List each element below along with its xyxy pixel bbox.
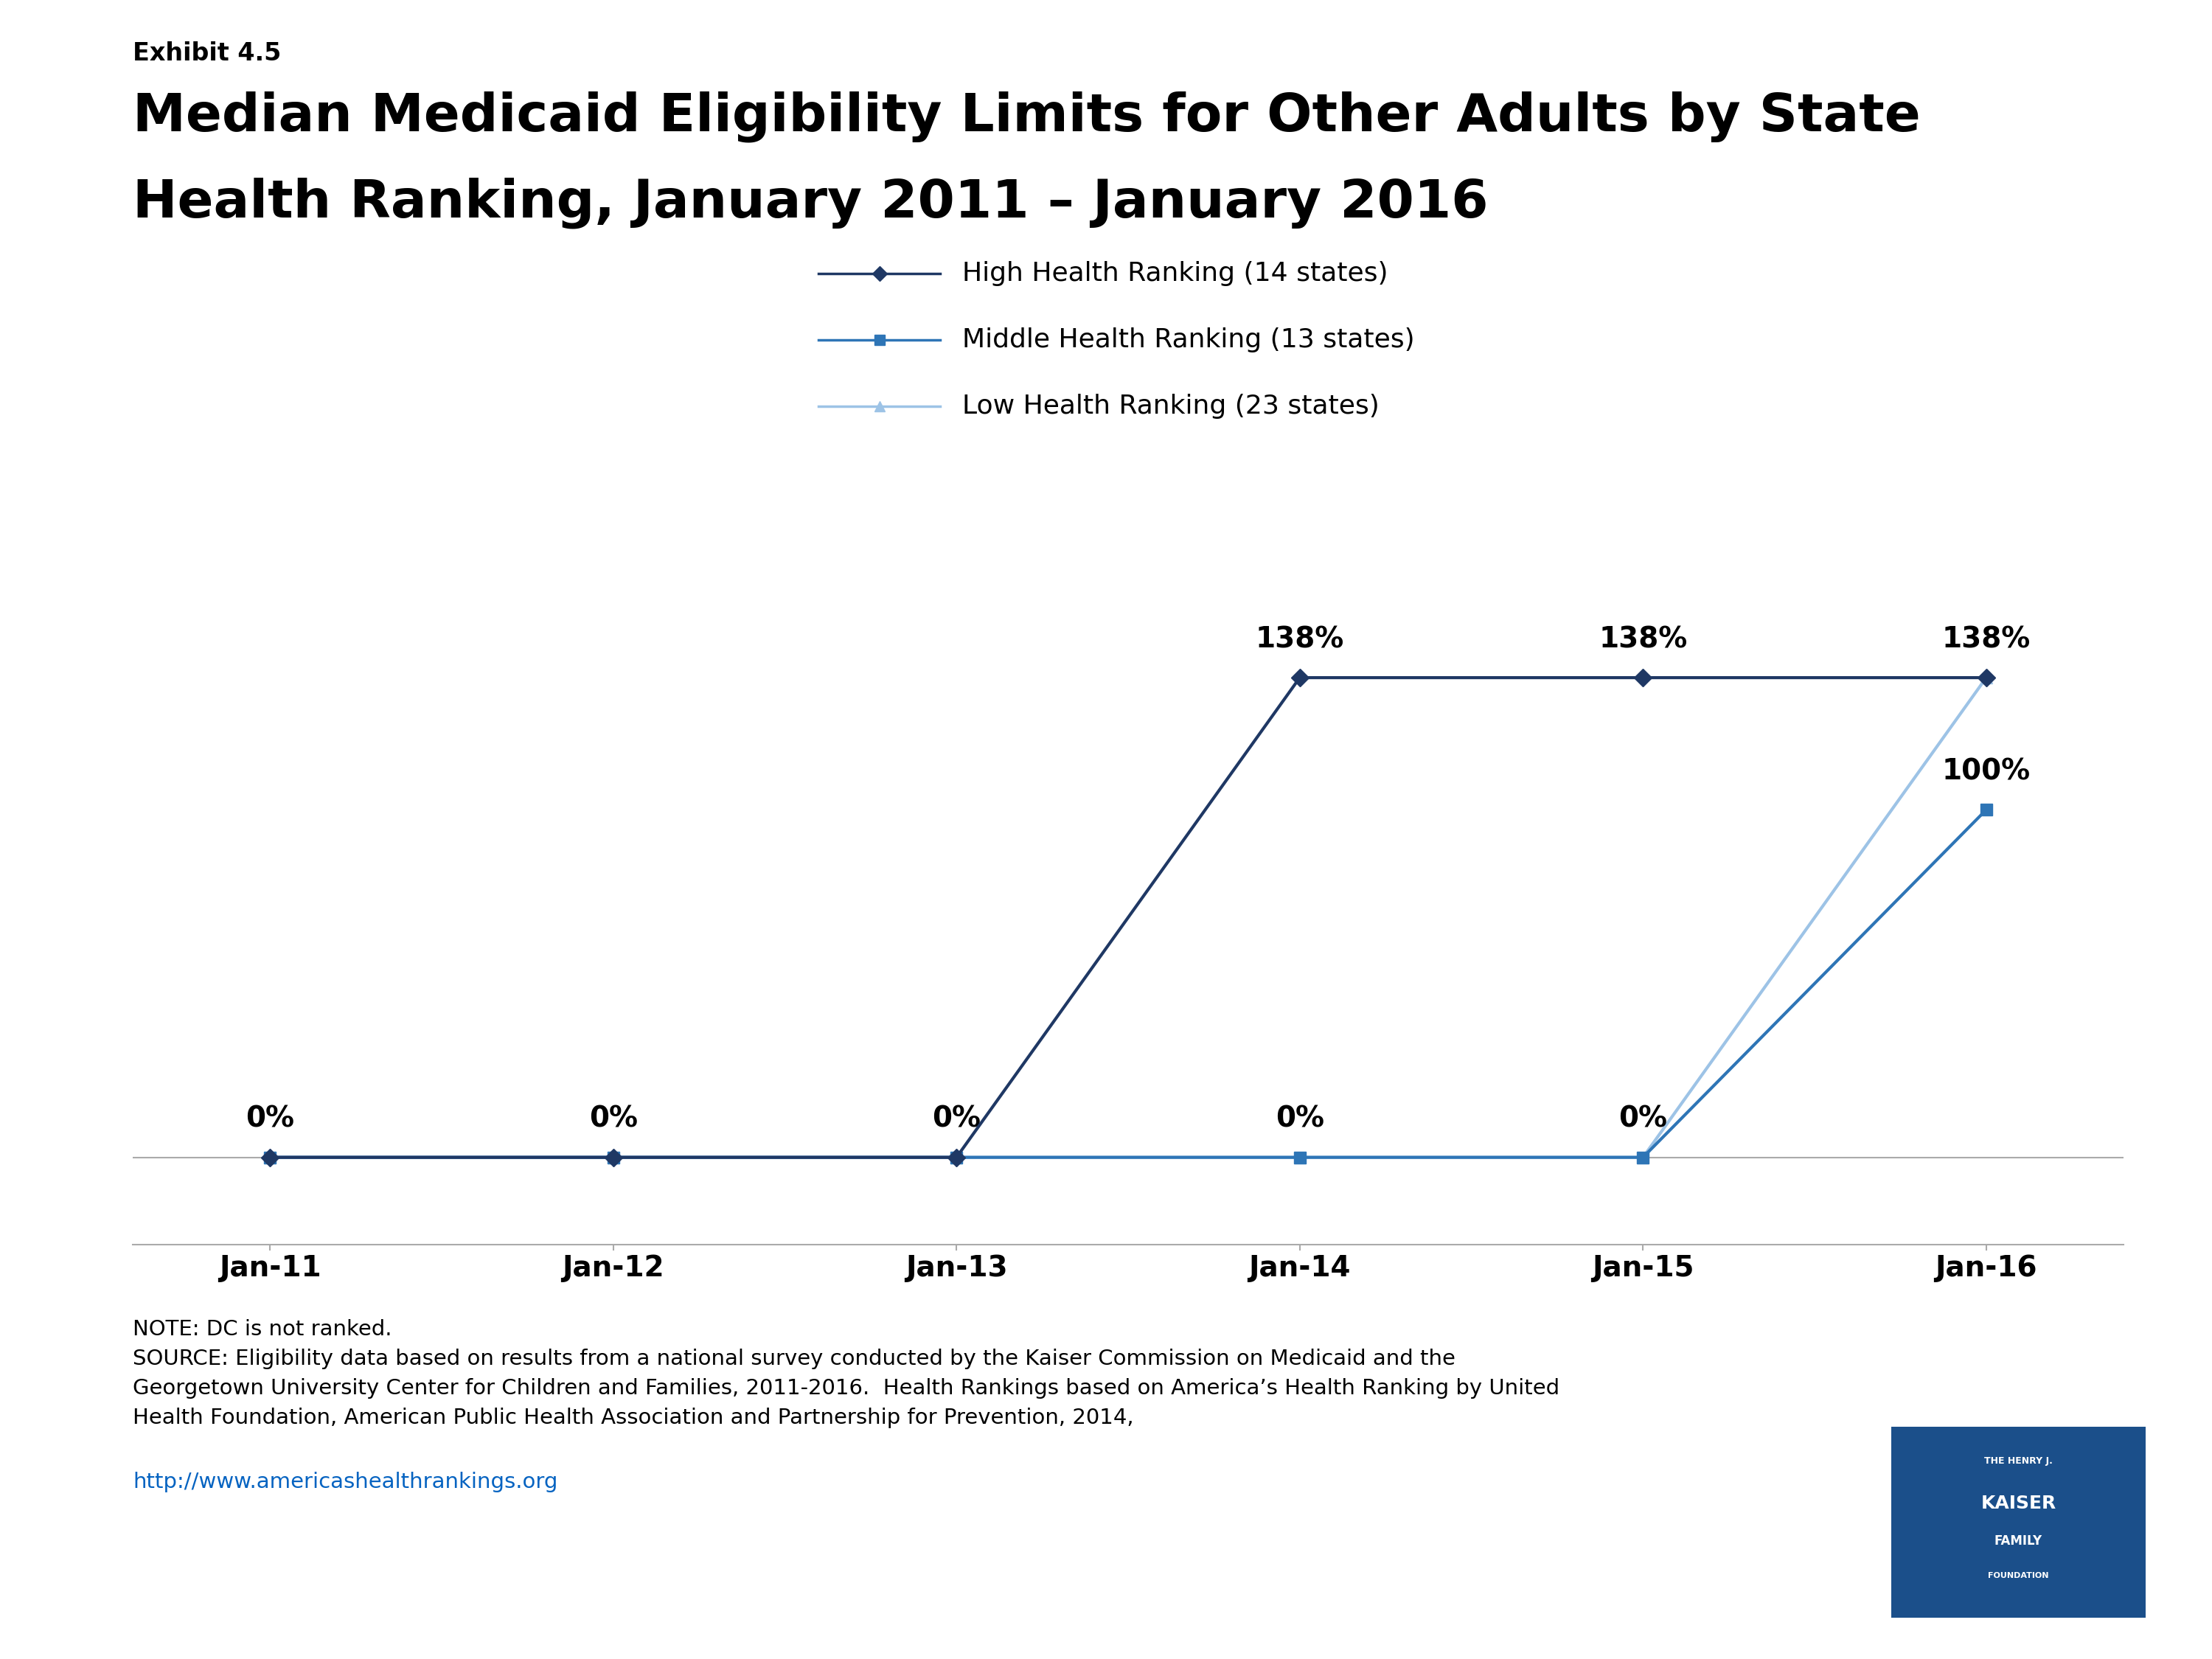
- Text: Low Health Ranking (23 states): Low Health Ranking (23 states): [962, 393, 1380, 420]
- Text: NOTE: DC is not ranked.
SOURCE: Eligibility data based on results from a nationa: NOTE: DC is not ranked. SOURCE: Eligibil…: [133, 1319, 1559, 1428]
- Text: http://www.americashealthrankings.org: http://www.americashealthrankings.org: [133, 1472, 557, 1491]
- Text: 0%: 0%: [1619, 1105, 1668, 1133]
- Text: FAMILY: FAMILY: [1995, 1535, 2042, 1548]
- Text: Median Medicaid Eligibility Limits for Other Adults by State: Median Medicaid Eligibility Limits for O…: [133, 91, 1920, 143]
- Text: FOUNDATION: FOUNDATION: [1989, 1571, 2048, 1579]
- Text: 138%: 138%: [1942, 625, 2031, 654]
- Text: KAISER: KAISER: [1980, 1495, 2057, 1511]
- Text: 138%: 138%: [1256, 625, 1345, 654]
- Text: 100%: 100%: [1942, 758, 2031, 785]
- Text: 0%: 0%: [931, 1105, 980, 1133]
- Text: Exhibit 4.5: Exhibit 4.5: [133, 41, 281, 66]
- Text: Middle Health Ranking (13 states): Middle Health Ranking (13 states): [962, 327, 1416, 353]
- Text: 0%: 0%: [246, 1105, 294, 1133]
- Text: Health Ranking, January 2011 – January 2016: Health Ranking, January 2011 – January 2…: [133, 178, 1489, 229]
- Text: 0%: 0%: [588, 1105, 637, 1133]
- Text: THE HENRY J.: THE HENRY J.: [1984, 1457, 2053, 1467]
- Text: 138%: 138%: [1599, 625, 1688, 654]
- Text: High Health Ranking (14 states): High Health Ranking (14 states): [962, 260, 1389, 287]
- Text: 0%: 0%: [1276, 1105, 1325, 1133]
